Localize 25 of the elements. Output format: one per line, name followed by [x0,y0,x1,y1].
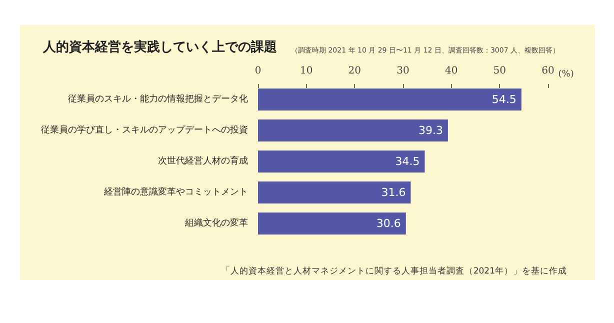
y-tick-label: 従業員の学び直し・スキルのアップデートへの投資 [41,124,248,136]
bar [258,150,425,172]
y-tick-label: 経営陣の意識変革やコミットメント [103,186,248,198]
x-tick-label: 40 [444,66,458,76]
bar [258,88,522,110]
y-tick-label: 従業員のスキル・能力の情報把握とデータ化 [68,94,248,104]
data-label: 54.5 [492,93,516,106]
data-label: 30.6 [376,217,401,230]
x-tick-label: 20 [348,66,362,76]
data-label: 39.3 [418,124,443,137]
bar [258,182,411,204]
x-axis-title: (%) [558,70,574,80]
x-tick-label: 30 [396,66,410,76]
x-tick-label: 10 [300,66,313,76]
data-label: 31.6 [381,186,406,199]
bar [258,212,406,234]
x-tick-label: 60 [542,66,554,76]
x-tick-label: 50 [493,66,506,76]
data-label: 34.5 [395,155,420,168]
chart-title: 人的資本経営を実践していく上での課題 [42,39,277,55]
y-tick-label: 組織文化の変革 [184,218,248,228]
bar [258,120,448,142]
text: 「人的資本経営と人材マネジメントに関する人事担当者調査（2021年）」を基に作成 [221,266,568,276]
y-tick-label: 次世代経営人材の育成 [158,156,248,166]
x-tick-label: 0 [254,66,262,76]
